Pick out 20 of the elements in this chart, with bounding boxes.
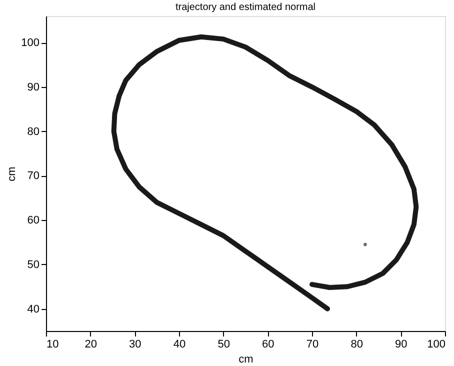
x-tick-label: 60 [262,338,274,350]
y-tick-label: 60 [27,214,40,227]
x-tick-label: 10 [46,338,59,350]
x-axis-title: cm [238,354,254,366]
chart-title: trajectory and estimated normal [175,2,316,13]
x-tick-label: 80 [350,338,363,350]
y-tick-label: 100 [21,37,40,50]
x-tick-label: 40 [173,338,186,350]
x-tick-label: 20 [84,338,97,350]
y-tick-label: 80 [27,126,40,138]
y-tick-label: 50 [27,258,40,271]
y-tick-label: 40 [27,303,40,316]
x-tick-label: 70 [306,338,319,350]
y-tick-label: 70 [27,170,40,182]
y-tick-label: 90 [27,81,40,94]
x-tick-label: 50 [218,338,230,350]
x-tick-label: 30 [129,338,142,350]
x-tick-label: 90 [395,338,408,350]
y-axis-title: cm [6,166,18,182]
x-tick-label: 100 [427,338,446,350]
